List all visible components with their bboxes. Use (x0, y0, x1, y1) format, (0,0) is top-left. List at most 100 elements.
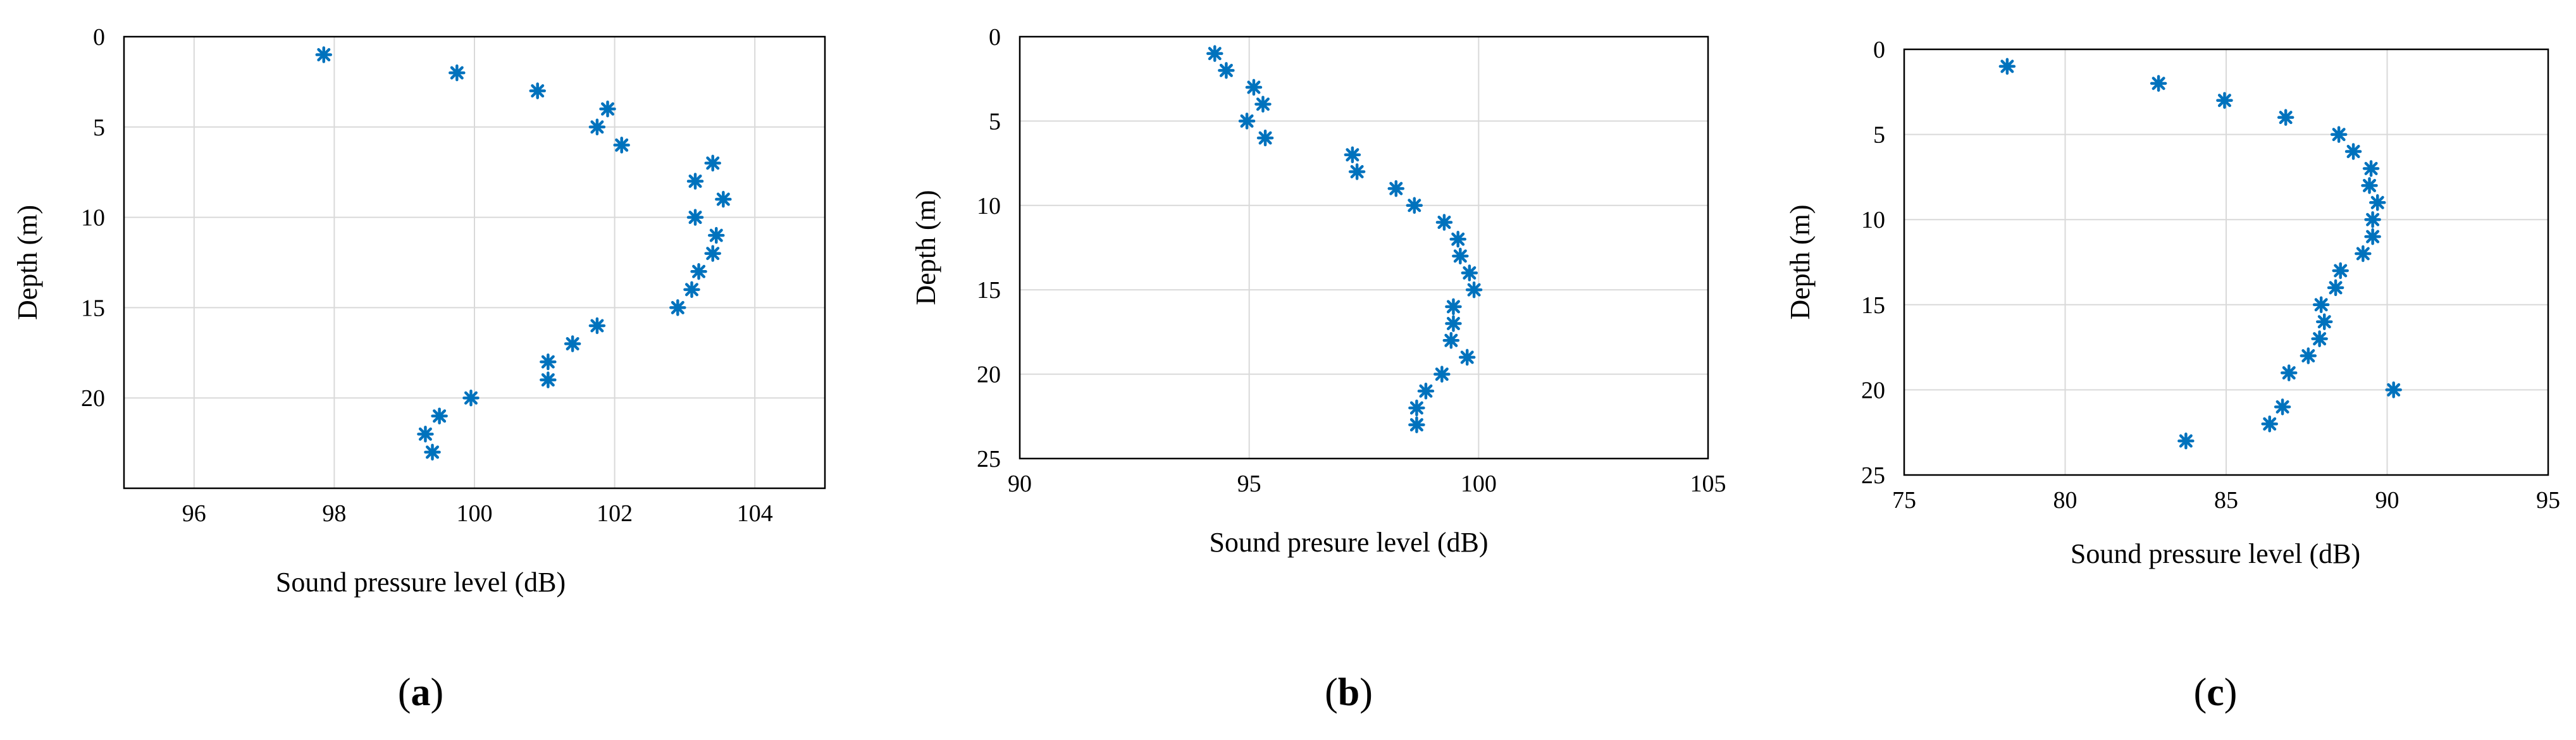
x-tick-label: 95 (1237, 471, 1261, 497)
data-point (715, 190, 732, 208)
y-tick-label: 5 (1873, 122, 1885, 149)
x-tick-label: 95 (2536, 487, 2560, 514)
x-tick-label: 105 (1690, 471, 1726, 497)
data-point (2362, 160, 2380, 177)
axes-frame (1019, 35, 1709, 460)
x-axis-label: Sound pressure level (dB) (2071, 538, 2360, 569)
y-tick-label: 0 (989, 24, 1001, 51)
panel-label: (b) (1325, 671, 1373, 714)
y-tick-label: 0 (1873, 37, 1885, 63)
data-point (2364, 211, 2381, 228)
data-point (1434, 366, 1451, 383)
data-point (2261, 415, 2278, 433)
data-point (669, 299, 686, 316)
x-tick-label: 96 (182, 500, 206, 527)
data-point (1445, 298, 1462, 316)
y-tick-label: 15 (81, 295, 105, 321)
y-tick-label: 15 (1861, 292, 1885, 319)
data-point (1465, 281, 1483, 299)
data-point (2274, 398, 2291, 416)
x-tick-label: 100 (1461, 471, 1497, 497)
data-point (2300, 347, 2317, 364)
y-tick-label: 10 (81, 205, 105, 231)
x-tick-label: 102 (597, 500, 633, 527)
y-tick-label: 5 (989, 108, 1001, 135)
data-point (1998, 58, 2016, 75)
data-point (2312, 296, 2330, 314)
data-point (2281, 364, 2298, 381)
x-tick-label: 98 (322, 500, 346, 527)
data-point (1445, 315, 1462, 332)
data-point (2369, 194, 2386, 211)
data-point (1435, 214, 1453, 231)
data-point (708, 226, 725, 244)
x-tick-label: 90 (1008, 471, 1032, 497)
data-point (417, 426, 434, 443)
y-tick-label: 5 (93, 114, 105, 141)
y-tick-label: 10 (1861, 207, 1885, 233)
chart-panel-b: 90 95 100 105 0 5 10 15 20 25 Sound presure level … (910, 24, 1726, 714)
y-tick-label: 25 (1861, 462, 1885, 489)
y-tick-label: 20 (81, 385, 105, 412)
x-axis-label: Sound pressure level (dB) (276, 567, 566, 598)
data-point (1245, 78, 1263, 96)
y-tick-label: 10 (977, 193, 1001, 219)
data-point (1344, 146, 1361, 164)
data-point (540, 371, 557, 388)
data-point (686, 209, 704, 226)
data-point (2385, 381, 2402, 398)
data-point (588, 317, 606, 335)
data-point (431, 407, 448, 425)
data-point (2364, 228, 2381, 245)
data-point (1417, 383, 1435, 400)
data-point (2216, 92, 2233, 109)
data-point (690, 263, 707, 280)
data-point (2332, 262, 2349, 280)
panel-label: (c) (2194, 671, 2238, 714)
data-point (1238, 113, 1256, 130)
y-tick-label: 25 (977, 446, 1001, 472)
data-point (2311, 330, 2328, 347)
data-point (529, 82, 546, 99)
data-point (2315, 313, 2333, 330)
x-tick-label: 100 (457, 500, 493, 527)
x-axis-label: Sound presure level (dB) (1209, 527, 1488, 558)
x-tick-label: 85 (2214, 487, 2238, 514)
data-point (449, 64, 466, 82)
data-point (2177, 432, 2195, 450)
y-tick-label: 20 (1861, 377, 1885, 404)
data-point (704, 154, 721, 172)
data-point (540, 353, 557, 371)
y-tick-label: 20 (977, 362, 1001, 388)
data-point (1387, 180, 1405, 197)
data-point (599, 100, 616, 118)
axes-frame (123, 35, 826, 490)
x-tick-label: 90 (2375, 487, 2400, 514)
data-point (462, 389, 480, 407)
data-point (613, 137, 630, 154)
data-point (1442, 331, 1460, 349)
data-point (2327, 279, 2344, 297)
data-point (683, 281, 700, 299)
data-point (1206, 45, 1223, 62)
chart-panel-c: 75 80 85 90 95 0 5 10 15 20 25 Sound pressure level… (1785, 37, 2560, 714)
data-point (1254, 96, 1272, 113)
data-point (1458, 348, 1476, 366)
data-point (564, 335, 581, 352)
data-point (2330, 126, 2348, 143)
data-point (2150, 75, 2167, 92)
y-axis-label: Depth (m) (12, 205, 43, 320)
panel-label: (a) (398, 671, 443, 714)
data-point (588, 118, 606, 136)
data-point (424, 443, 441, 461)
data-point (686, 173, 704, 190)
data-point (704, 245, 721, 262)
data-point (1408, 416, 1425, 433)
y-tick-label: 15 (977, 277, 1001, 304)
data-point (1461, 264, 1478, 281)
data-point (1218, 62, 1235, 79)
data-point (2277, 109, 2294, 126)
y-axis-label: Depth (m) (1785, 204, 1816, 319)
axes-frame (1903, 48, 2549, 476)
